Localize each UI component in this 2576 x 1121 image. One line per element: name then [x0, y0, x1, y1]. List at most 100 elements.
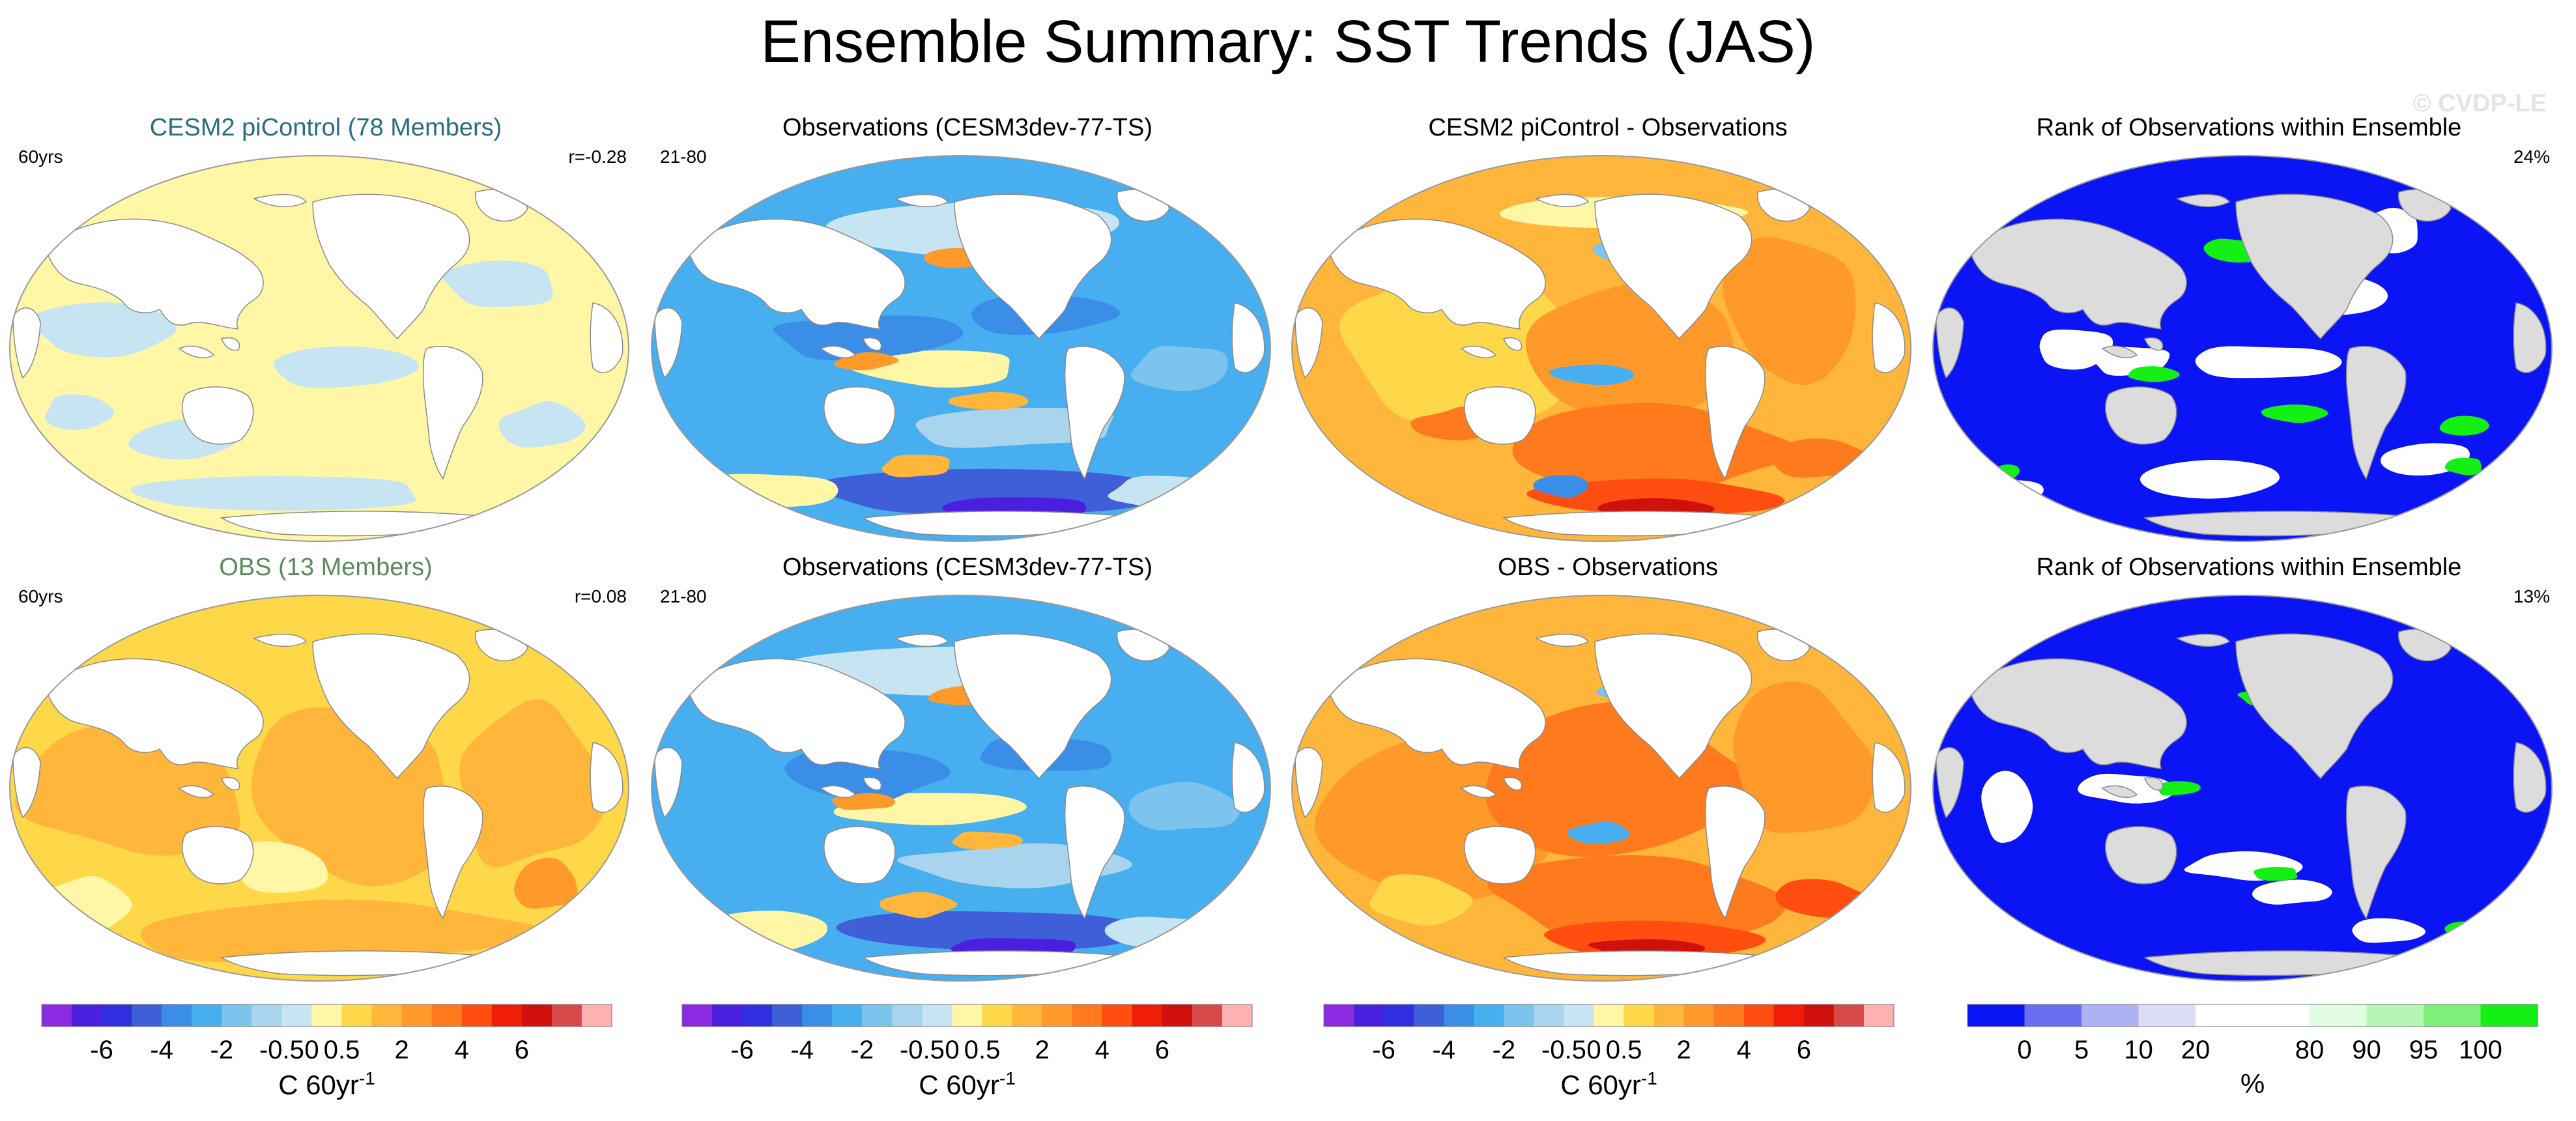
- panel-title: OBS - Observations: [1498, 554, 1718, 581]
- colorbar-swatch: [1042, 1004, 1073, 1027]
- colorbar-tick: 2: [1676, 1036, 1691, 1064]
- colorbar-swatch: [551, 1004, 582, 1027]
- colorbar-tick: -0.5: [899, 1036, 945, 1064]
- land-mass: [1704, 346, 1766, 480]
- colorbar-tick: 0: [2017, 1036, 2032, 1064]
- map-outline: [651, 155, 1271, 542]
- colorbar-tick: -4: [150, 1036, 173, 1064]
- colorbar-tick: 0: [945, 1036, 960, 1064]
- colorbar-swatch: [2252, 1004, 2310, 1027]
- colorbar-swatch: [341, 1004, 373, 1027]
- colorbar-label: C 60yr-1: [681, 1068, 1253, 1101]
- map-panel: OBS - Observations: [1289, 554, 1927, 984]
- panel-title: CESM2 piControl - Observations: [1428, 114, 1788, 141]
- panel-right-label: r=0.08: [574, 586, 627, 606]
- land-mass: [2513, 742, 2547, 813]
- trend-region: [2254, 867, 2298, 881]
- trend-region: [1970, 480, 2044, 503]
- colorbar-swatch: [1743, 1004, 1775, 1027]
- trend-region: [915, 407, 1113, 448]
- land-mass: [654, 746, 683, 819]
- land-mass: [12, 746, 41, 819]
- watermark: © CVDP-LE: [2412, 90, 2547, 117]
- colorbar-swatch: [2138, 1004, 2196, 1027]
- colorbar-swatch: [982, 1004, 1013, 1027]
- trend-region: [2261, 404, 2328, 423]
- colorbar-tick: 0.5: [323, 1036, 360, 1064]
- land-mass: [1936, 746, 1964, 819]
- colorbar-tick: -4: [1432, 1036, 1455, 1064]
- trend-region: [1533, 475, 1589, 498]
- map-figure: [9, 595, 629, 982]
- colorbar-swatch: [1444, 1004, 1474, 1027]
- colorbar-swatch: [832, 1004, 863, 1027]
- map-outline: [1291, 155, 1911, 542]
- map-outline: [1291, 595, 1911, 982]
- land-mass: [182, 826, 254, 885]
- colorbar-swatch: [1414, 1004, 1444, 1027]
- colorbar-tick: 6: [1796, 1036, 1811, 1064]
- colorbar-tick: -0.5: [1541, 1036, 1586, 1064]
- colorbar-unit: C 60yr: [1560, 1070, 1641, 1100]
- trend-region: [514, 857, 578, 909]
- colorbar-tick: 10: [2124, 1036, 2153, 1064]
- colorbar-swatch: [1132, 1004, 1163, 1027]
- panel-title: Rank of Observations within Ensemble: [2036, 554, 2462, 581]
- land-mass: [590, 742, 623, 813]
- land-mass: [2235, 633, 2394, 780]
- map-figure: [1932, 155, 2553, 542]
- colorbar-swatch: [1192, 1004, 1223, 1027]
- colorbar-swatch: [1324, 1004, 1354, 1027]
- colorbar-tick: -2: [1492, 1036, 1516, 1064]
- map-figure: [651, 155, 1271, 542]
- colorbar-swatch: [862, 1004, 893, 1027]
- colorbar-unit-exponent: -1: [999, 1068, 1016, 1088]
- land-mass: [1594, 193, 1753, 340]
- map-figure: [9, 155, 629, 542]
- colorbar-tick: 0.5: [1605, 1036, 1642, 1064]
- colorbar-swatch: [1773, 1004, 1805, 1027]
- figure-title: Ensemble Summary: SST Trends (JAS): [760, 8, 1816, 75]
- colorbar-swatch: [1624, 1004, 1655, 1027]
- colorbar-swatch: [1162, 1004, 1193, 1027]
- colorbar-swatch: [222, 1004, 252, 1027]
- land-mass: [182, 386, 254, 445]
- colorbar-tick: 2: [1035, 1036, 1050, 1064]
- panel-title: CESM2 piControl (78 Members): [149, 114, 502, 141]
- colorbar-swatch: [2196, 1004, 2253, 1027]
- land-mass: [1460, 345, 1497, 359]
- land-mass: [2345, 786, 2407, 920]
- colorbar-swatch: [1072, 1004, 1103, 1027]
- land-mass: [1295, 746, 1323, 819]
- colorbar-swatch: [1803, 1004, 1835, 1027]
- colorbar-tick: 80: [2295, 1036, 2325, 1064]
- colorbar-tick: -6: [90, 1036, 113, 1064]
- map-outline: [1932, 155, 2553, 542]
- colorbar-tick: -2: [850, 1036, 874, 1064]
- land-mass: [1594, 633, 1753, 780]
- trend-region: [140, 900, 547, 963]
- colorbar-swatch: [491, 1004, 522, 1027]
- colorbar-swatch: [772, 1004, 803, 1027]
- land-mass: [823, 826, 896, 885]
- colorbar-swatch: [192, 1004, 222, 1027]
- land-mass: [1327, 218, 1546, 330]
- trend-region: [1526, 478, 1785, 514]
- trend-region: [1369, 874, 1473, 926]
- colorbar-tick: 4: [1736, 1036, 1751, 1064]
- colorbar-tick: 6: [514, 1036, 529, 1064]
- land-mass: [422, 786, 483, 920]
- panel-left-label: 60yrs: [18, 147, 63, 167]
- land-mass: [220, 337, 240, 351]
- land-mass: [954, 193, 1112, 340]
- land-mass: [823, 386, 896, 445]
- land-mass: [954, 633, 1112, 780]
- land-mass: [12, 307, 41, 379]
- colorbar-swatch: [162, 1004, 192, 1027]
- land-mass: [1968, 218, 2187, 330]
- colorbar-tick: -6: [1372, 1036, 1395, 1064]
- colorbar-swatch: [1534, 1004, 1564, 1027]
- map-outline: [9, 155, 629, 542]
- land-mass: [220, 777, 240, 791]
- panel-left-label: 21-80: [660, 147, 707, 167]
